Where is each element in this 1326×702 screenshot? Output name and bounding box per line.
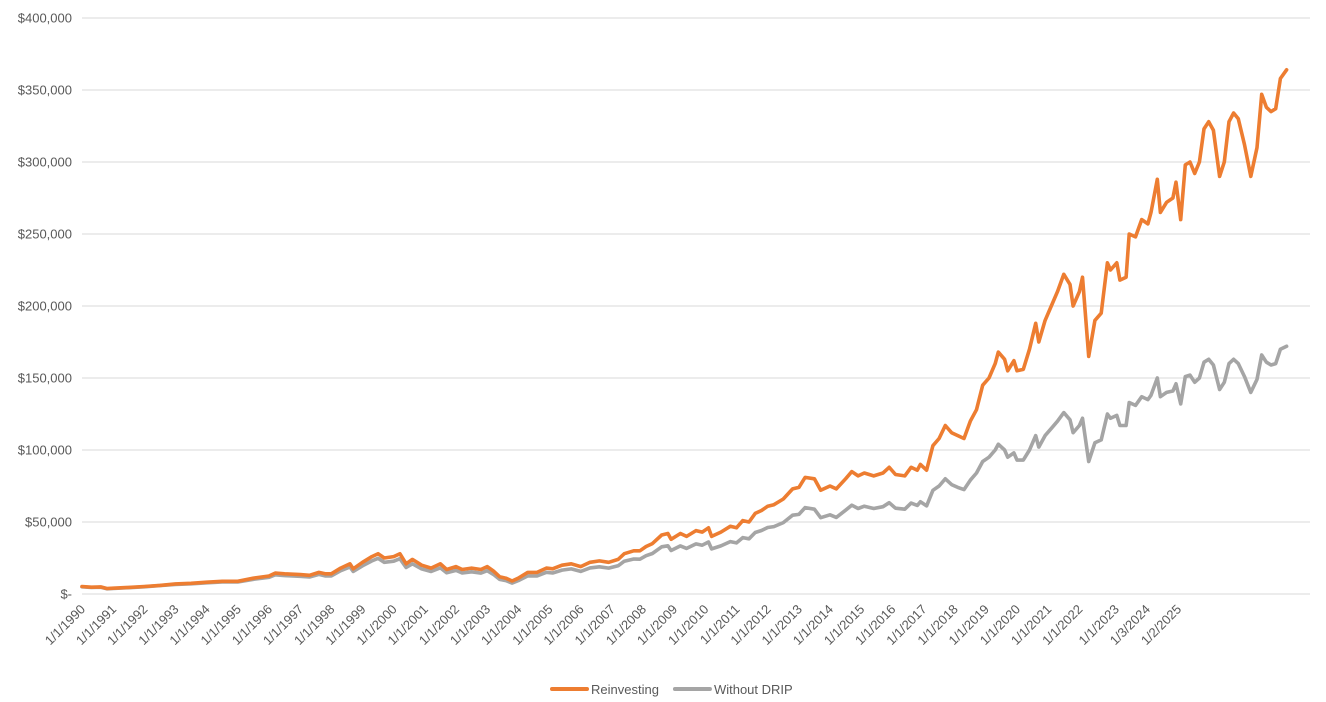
gridlines [82,17,1310,595]
legend-label: Without DRIP [714,682,793,697]
x-axis-tick-labels: 1/1/19901/1/19911/1/19921/1/19931/1/1994… [42,602,1185,648]
y-tick-label: $100,000 [18,443,72,458]
y-tick-label: $200,000 [18,299,72,314]
y-tick-label: $50,000 [25,515,72,530]
series-lines [80,68,1289,591]
y-axis-tick-labels: $- $50,000 $100,000 $150,000 $200,000 $250,00… [18,11,72,602]
y-tick-label: $300,000 [18,155,72,170]
y-tick-label: $400,000 [18,11,72,26]
y-tick-label: $- [60,587,72,602]
y-tick-label: $350,000 [18,83,72,98]
series-line-1 [80,344,1289,591]
series-line-0 [80,68,1289,591]
y-tick-label: $250,000 [18,227,72,242]
legend: Reinvesting Without DRIP [550,682,793,697]
legend-label: Reinvesting [591,682,659,697]
y-tick-label: $150,000 [18,371,72,386]
